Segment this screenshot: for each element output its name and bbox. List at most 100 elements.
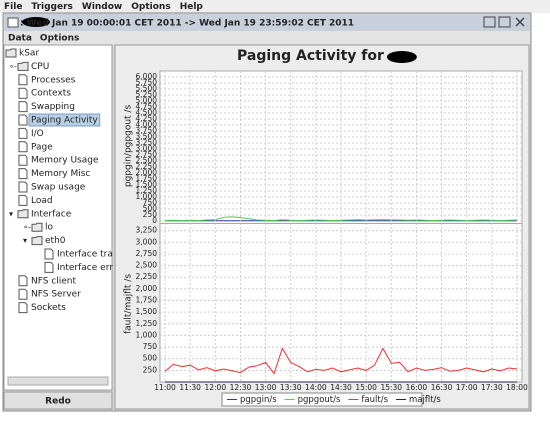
menu-item[interactable]: Window [82, 2, 122, 12]
window-title: : Wed Jan 19 00:00:01 CET 2011 -> Wed Ja… [20, 19, 354, 29]
file-icon [18, 141, 28, 153]
tree-label[interactable]: kSar [19, 49, 39, 59]
y-tick-label: 5,750 [136, 78, 158, 87]
file-icon [18, 288, 28, 300]
window-menu-item[interactable]: Options [40, 34, 79, 44]
scrollbar[interactable] [7, 376, 109, 386]
y-tick-label: 1,750 [136, 296, 158, 305]
tree-label[interactable]: NFS client [31, 276, 77, 286]
y-tick-label: 4,000 [136, 120, 158, 129]
tree-label[interactable]: Memory Misc [31, 169, 90, 179]
y-tick-label: 500 [143, 204, 158, 213]
tree-toggle[interactable]: ▾ [23, 236, 27, 245]
x-tick-label: 17:30 [481, 383, 503, 392]
y-tick-label: 1,500 [136, 307, 158, 316]
y-axis-label: fault/majflt /s [124, 274, 134, 334]
y-tick-label: 4,250 [136, 114, 158, 123]
x-tick-label: 14:00 [305, 383, 327, 392]
redacted-host [22, 17, 50, 27]
menu-item[interactable]: Options [131, 2, 170, 12]
y-tick-label: 750 [143, 198, 158, 207]
tree-label[interactable]: Load [31, 196, 53, 206]
window-maximize[interactable] [498, 16, 511, 28]
tree-label[interactable]: Page [31, 142, 53, 152]
folder-icon [31, 222, 43, 232]
y-tick-label: 2,750 [136, 249, 158, 258]
y-tick-label: 5,000 [136, 96, 158, 105]
x-tick-label: 18:00 [506, 383, 528, 392]
file-icon [18, 101, 28, 113]
y-tick-label: 1,250 [136, 319, 158, 328]
tree-label[interactable]: Interface tra [57, 250, 113, 260]
redo-button-bg[interactable] [3, 391, 113, 410]
folder-icon [5, 48, 17, 58]
x-tick-label: 13:30 [280, 383, 302, 392]
tree-label[interactable]: Sockets [31, 303, 66, 313]
series-line [164, 347, 518, 375]
tree-toggle[interactable]: ∘- [23, 223, 31, 232]
file-icon [18, 194, 28, 206]
y-tick-label: 1,500 [136, 180, 158, 189]
y-tick-label: 1,000 [136, 330, 158, 339]
file-icon [18, 114, 28, 126]
tree-toggle[interactable]: ▾ [9, 209, 13, 218]
window-menu-item[interactable]: Data [8, 34, 32, 44]
y-tick-label: 3,250 [136, 226, 158, 235]
file-icon [18, 87, 28, 99]
y-tick-label: 2,000 [136, 168, 158, 177]
tree-label[interactable]: Swapping [31, 102, 75, 112]
window-close[interactable] [515, 17, 525, 27]
y-tick-label: 3,750 [136, 126, 158, 135]
legend-label: majflt/s [409, 395, 441, 405]
tree-label[interactable]: Swap usage [31, 183, 86, 193]
redo-button[interactable]: Redo [45, 397, 71, 407]
y-tick-label: 2,250 [136, 272, 158, 281]
y-tick-label: 2,250 [136, 162, 158, 171]
file-icon [44, 261, 54, 273]
tree-label[interactable]: NFS Server [31, 290, 81, 300]
y-tick-label: 5,500 [136, 84, 158, 93]
tree-label[interactable]: Interface err [57, 263, 113, 273]
y-tick-label: 3,000 [136, 237, 158, 246]
y-tick-label: 2,500 [136, 156, 158, 165]
window-title-bar [4, 14, 530, 31]
tree-label[interactable]: I/O [31, 129, 44, 139]
menu-item[interactable]: Triggers [31, 2, 72, 12]
file-icon [18, 168, 28, 180]
y-tick-label: 250 [143, 365, 158, 374]
file-icon [18, 181, 28, 193]
menu-item[interactable]: Help [180, 2, 204, 12]
tree-label[interactable]: Paging Activity [31, 116, 98, 126]
y-tick-label: 1,250 [136, 186, 158, 195]
tree-label[interactable]: lo [45, 223, 54, 233]
x-tick-label: 16:30 [431, 383, 453, 392]
menu-item[interactable]: File [4, 2, 22, 12]
y-axis-label: pgpgin/pgpgout /s [124, 105, 134, 188]
x-tick-label: 11:30 [179, 383, 201, 392]
folder-icon [17, 209, 29, 219]
tree-label[interactable]: CPU [31, 62, 49, 72]
tree-label[interactable]: eth0 [45, 236, 66, 246]
file-icon [18, 275, 28, 287]
tree-label[interactable]: Processes [31, 75, 76, 85]
tree-label[interactable]: Interface [31, 209, 72, 219]
tree-label[interactable]: Contexts [31, 89, 71, 99]
legend-label: fault/s [361, 395, 388, 405]
window-iconify[interactable] [483, 16, 496, 28]
x-tick-label: 14:30 [330, 383, 352, 392]
y-tick-label: 5,250 [136, 90, 158, 99]
x-tick-label: 11:00 [154, 383, 176, 392]
window-icon [7, 17, 19, 28]
y-tick-label: 4,750 [136, 102, 158, 111]
file-icon [18, 74, 28, 86]
legend-label: pgpgout/s [298, 395, 341, 405]
tree-label[interactable]: Memory Usage [31, 156, 99, 166]
file-icon [18, 154, 28, 166]
y-tick-label: 750 [143, 342, 158, 351]
tree-toggle[interactable]: ∘- [9, 62, 17, 71]
file-icon [18, 127, 28, 139]
y-tick-label: 500 [143, 354, 158, 363]
y-tick-label: 1,750 [136, 174, 158, 183]
tree-selection [28, 113, 101, 127]
x-tick-label: 17:00 [456, 383, 478, 392]
